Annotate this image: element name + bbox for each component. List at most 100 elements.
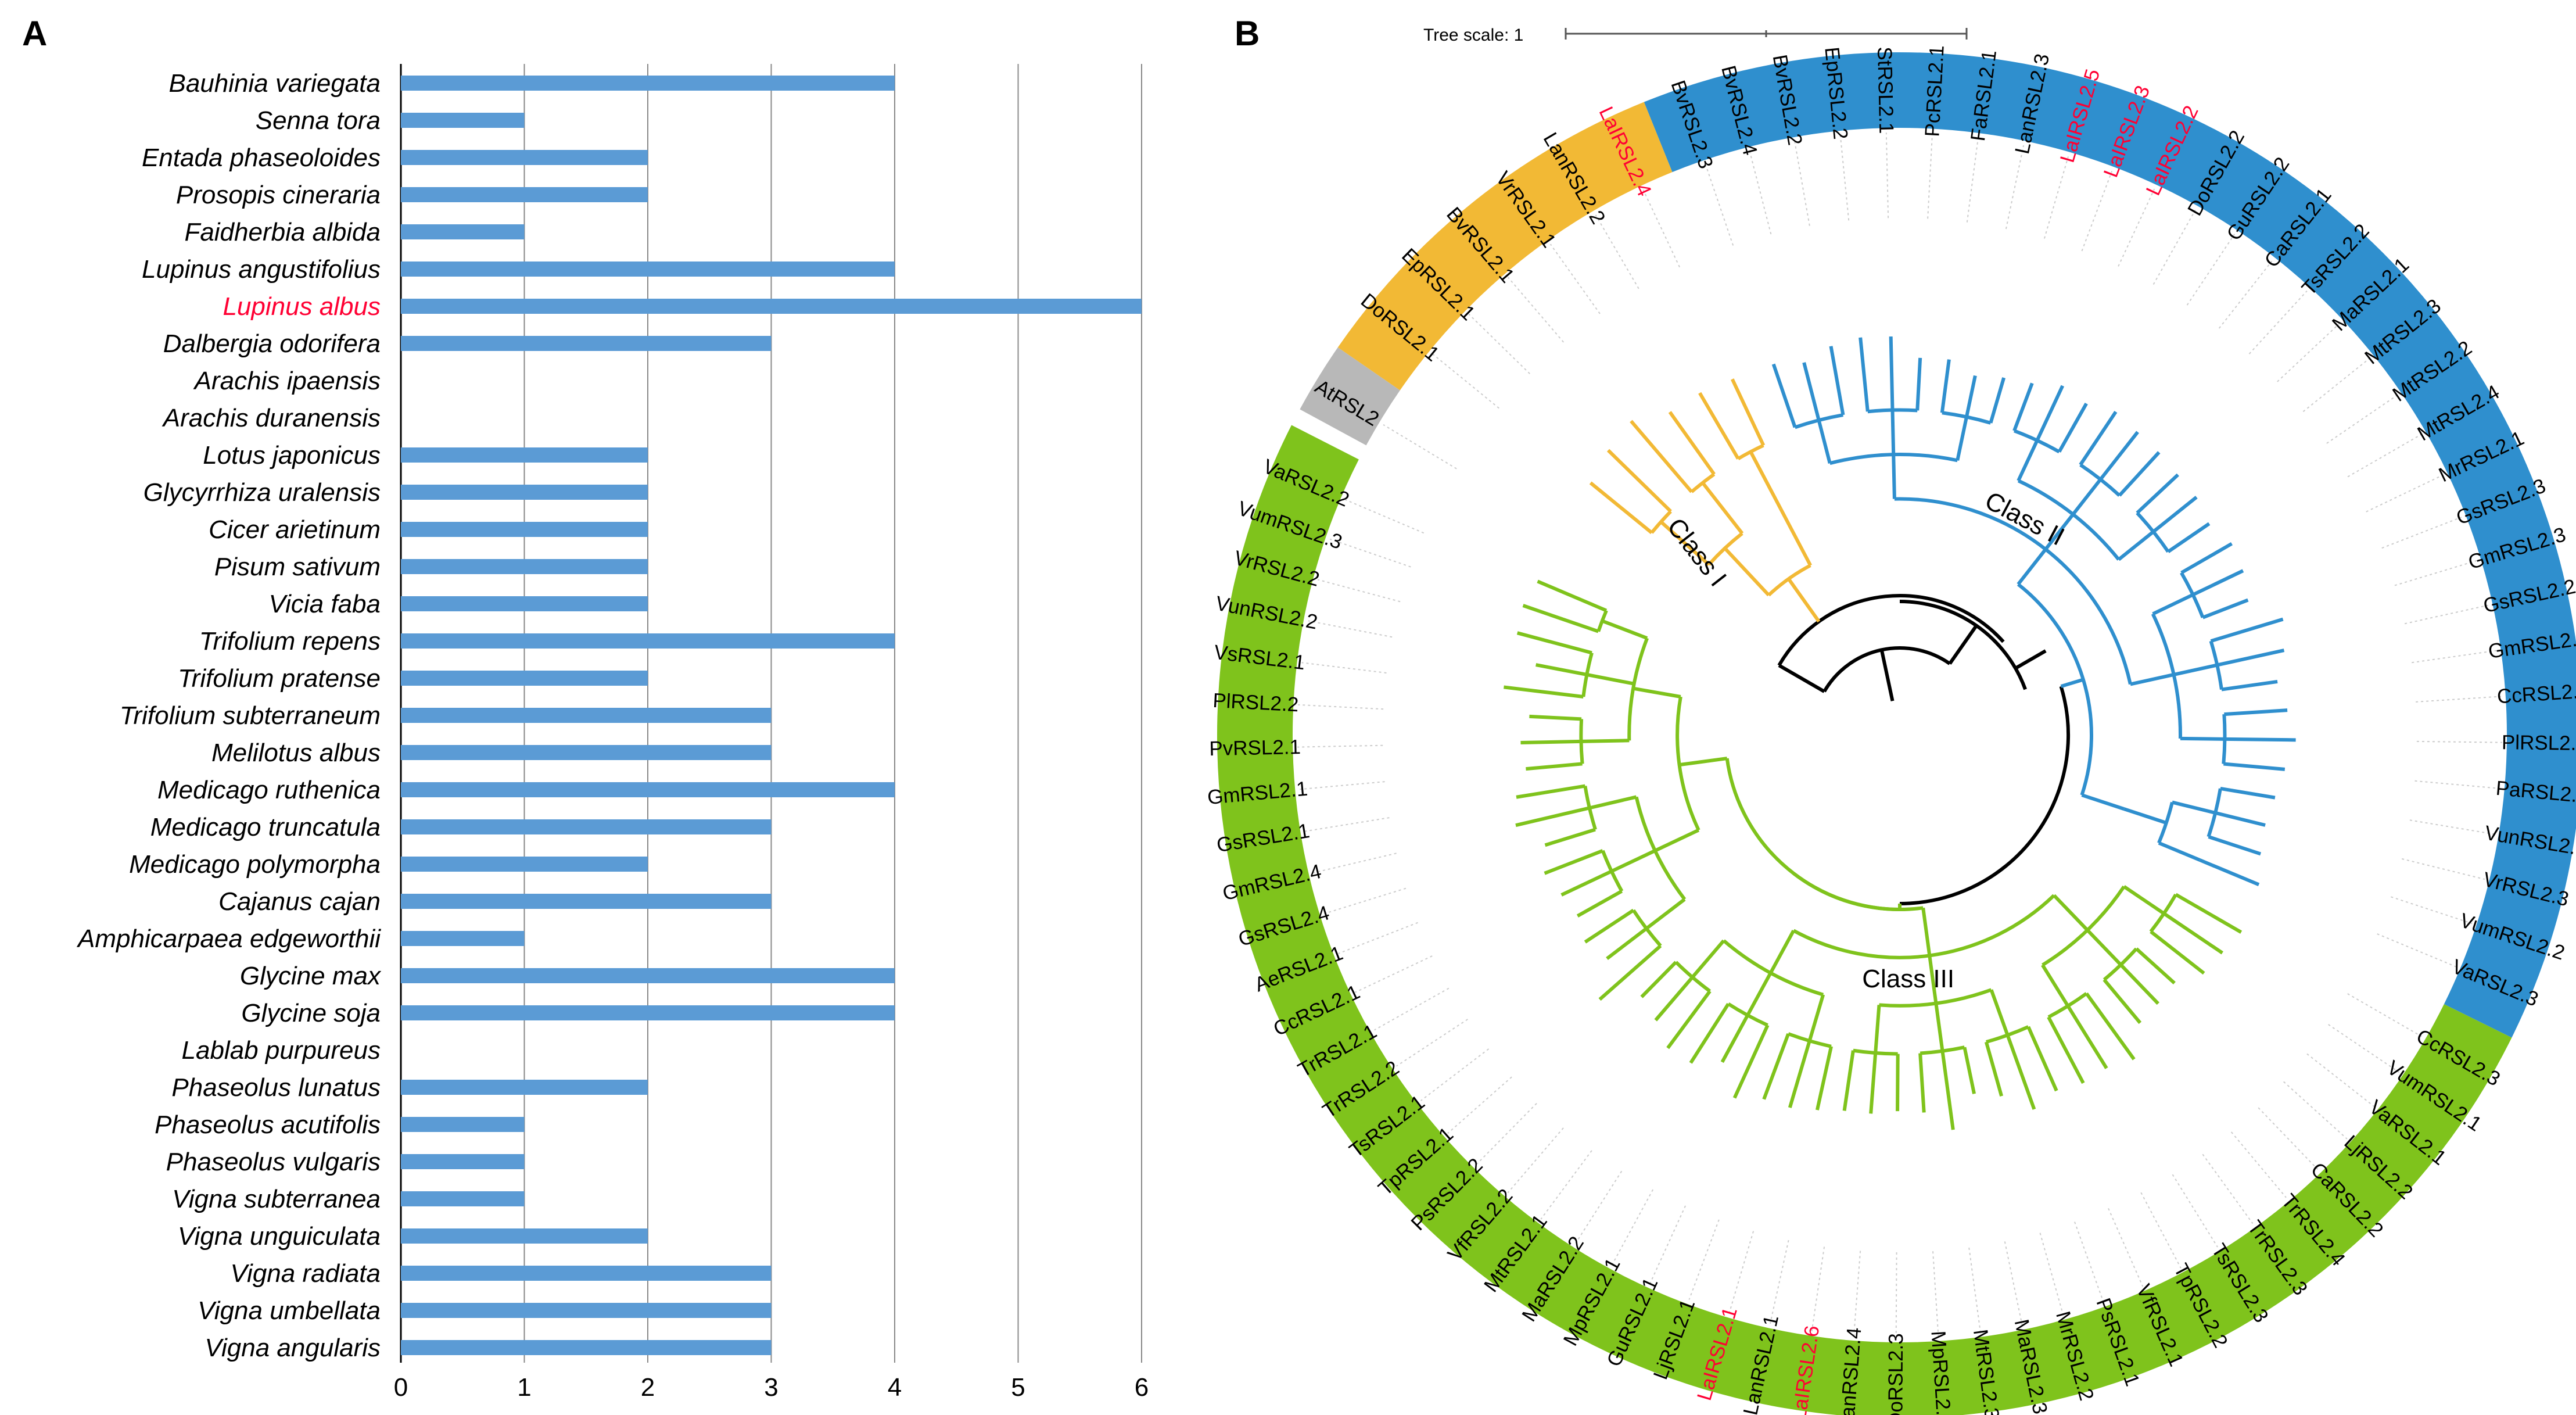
leaf-guide-line bbox=[1448, 1077, 1512, 1133]
species-labels: Bauhinia variegataSenna toraEntada phase… bbox=[76, 69, 382, 1362]
leaf-guide-line bbox=[1383, 425, 1456, 469]
leaf-guide-line bbox=[1612, 1190, 1653, 1264]
leaf-guide-line bbox=[1318, 579, 1400, 601]
branch-arc bbox=[1727, 758, 1923, 909]
branch-line bbox=[1656, 977, 1692, 1020]
branch-line bbox=[1875, 1005, 1879, 1053]
bar bbox=[401, 671, 648, 686]
branch-line bbox=[1750, 452, 1780, 508]
branch-line bbox=[2028, 1027, 2056, 1091]
bar bbox=[401, 224, 525, 239]
x-tick-label: 2 bbox=[641, 1373, 655, 1402]
branch-arc bbox=[2137, 513, 2168, 552]
branch-line bbox=[1893, 454, 1895, 499]
leaf-guide-line bbox=[1375, 988, 1449, 1030]
branch-line bbox=[1732, 379, 1764, 445]
branch-arc bbox=[2048, 994, 2086, 1018]
branch-line bbox=[1545, 830, 1595, 846]
branch-line bbox=[1520, 741, 1581, 743]
x-tick-label: 3 bbox=[764, 1373, 778, 1402]
leaf-guide-line bbox=[1551, 244, 1600, 314]
species-label: Vigna subterranea bbox=[172, 1185, 381, 1213]
branch-line bbox=[2119, 452, 2159, 495]
branch-line bbox=[1538, 581, 1606, 610]
bar bbox=[401, 485, 648, 500]
branch-line bbox=[1692, 941, 1724, 977]
leaf-guide-line bbox=[1854, 1251, 1860, 1336]
species-label: Lotus japonicus bbox=[203, 441, 381, 470]
bar bbox=[401, 1154, 525, 1169]
branch-line bbox=[2014, 383, 2032, 431]
bar bbox=[401, 299, 1142, 314]
branch-line bbox=[2203, 600, 2248, 618]
branch-line bbox=[1523, 606, 1599, 632]
branch-line bbox=[2080, 412, 2116, 465]
branch-line bbox=[1590, 797, 1637, 808]
leaf-guide-line bbox=[1297, 746, 1383, 747]
leaf-guide-line bbox=[1969, 1248, 1981, 1332]
species-label: Vicia faba bbox=[269, 590, 381, 618]
species-label: Pisum sativum bbox=[214, 553, 381, 581]
leaf-guide-line bbox=[1886, 132, 1888, 218]
branch-line bbox=[1964, 1047, 1974, 1094]
branch-line bbox=[1646, 900, 1685, 929]
branch-line bbox=[1774, 364, 1795, 428]
branch-line bbox=[1516, 808, 1590, 825]
branch-line bbox=[1860, 338, 1868, 411]
bar bbox=[401, 782, 895, 797]
branch-arc bbox=[1581, 719, 1582, 764]
branch-line bbox=[2182, 544, 2232, 573]
branch-line bbox=[1600, 946, 1661, 1000]
tree-branches bbox=[1504, 336, 2295, 1130]
branch-line bbox=[2082, 795, 2124, 809]
leaf-guide-line bbox=[2391, 897, 2472, 923]
x-tick-label: 6 bbox=[1135, 1373, 1149, 1402]
clade-labels: Class I Class IIClass III bbox=[1662, 486, 2069, 994]
branch-arc bbox=[1900, 686, 2068, 904]
species-label: Lupinus albus bbox=[223, 292, 381, 321]
leaf-guide-line bbox=[2348, 994, 2421, 1037]
leaf-guide-line bbox=[2329, 1024, 2399, 1072]
branch-arc bbox=[1603, 851, 1622, 891]
leaf-guide-line bbox=[2082, 171, 2112, 251]
leaf-guide-line bbox=[2410, 820, 2494, 834]
branch-line bbox=[2061, 680, 2083, 687]
bar bbox=[401, 1228, 648, 1244]
leaf-guide-line bbox=[1541, 1151, 1592, 1219]
bar bbox=[401, 708, 772, 723]
branch-arc bbox=[1868, 410, 1917, 412]
branch-arc bbox=[2018, 584, 2091, 795]
bar bbox=[401, 187, 648, 202]
bar bbox=[401, 336, 772, 351]
branch-arc bbox=[1692, 474, 1714, 492]
branch-arc bbox=[2151, 894, 2176, 932]
leaf-guide-line bbox=[2417, 741, 2502, 743]
branch-line bbox=[2159, 843, 2200, 860]
leaf-label: PvRSL2.1 bbox=[1209, 736, 1301, 760]
leaf-guide-line bbox=[1840, 135, 1849, 220]
branch-line bbox=[1950, 626, 1976, 664]
branch-line bbox=[1577, 891, 1621, 916]
branch-line bbox=[1789, 579, 1819, 621]
branch-line bbox=[2223, 764, 2285, 769]
branch-line bbox=[1529, 717, 1581, 719]
species-label: Medicago ruthenica bbox=[157, 776, 381, 804]
species-label: Melilotus albus bbox=[211, 739, 381, 767]
x-tick-label: 4 bbox=[888, 1373, 902, 1402]
branch-line bbox=[2119, 532, 2154, 560]
branch-line bbox=[1612, 851, 1655, 871]
branch-line bbox=[1871, 1053, 1875, 1113]
species-label: Phaseolus lunatus bbox=[171, 1073, 381, 1102]
leaf-guide-line bbox=[2118, 189, 2154, 266]
species-label: Amphicarpaea edgeworthii bbox=[76, 925, 381, 953]
branch-line bbox=[1779, 665, 1824, 692]
branch-line bbox=[1942, 360, 1949, 413]
bar bbox=[401, 522, 648, 537]
bar bbox=[401, 819, 772, 834]
branch-line bbox=[2018, 440, 2037, 481]
leaf-guide-line bbox=[2303, 358, 2370, 411]
leaf-guide-line bbox=[1433, 354, 1499, 409]
bar bbox=[401, 1266, 772, 1281]
branch-line bbox=[2121, 965, 2158, 1004]
branch-line bbox=[1670, 412, 1714, 474]
